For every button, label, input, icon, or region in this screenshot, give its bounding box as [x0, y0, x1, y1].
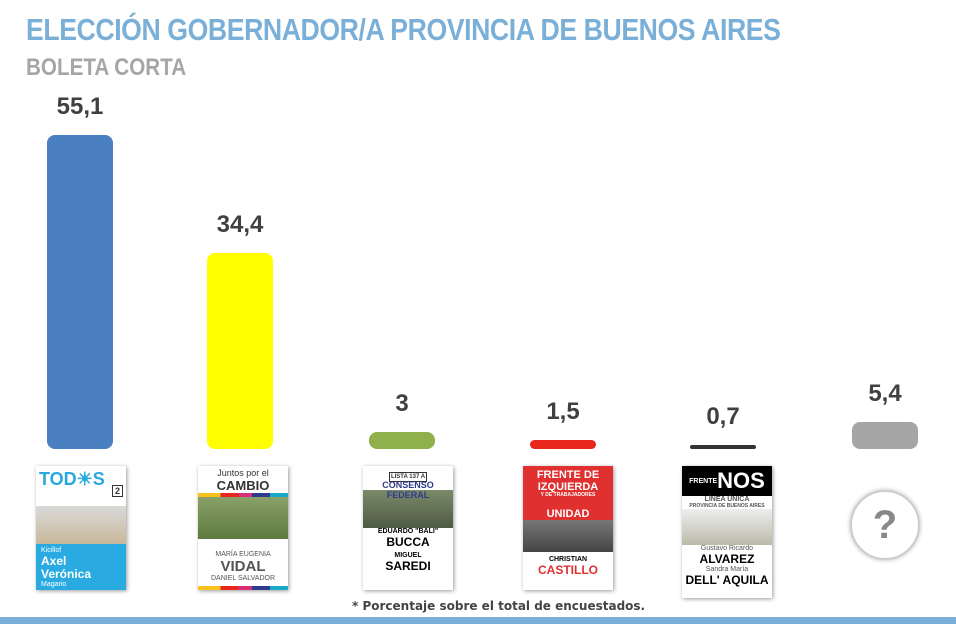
footer-bar: [0, 617, 956, 624]
ballot-consenso-federal: LISTA 137 A CONSENSO FEDERAL EDUARDO "BA…: [363, 466, 453, 590]
candidates-photo: [36, 506, 126, 544]
ballot-juntos-por-el-cambio: Juntos por el CAMBIO MARÍA EUGENIA VIDAL DA…: [198, 466, 288, 590]
data-label: 34,4: [216, 210, 264, 238]
party-name: Juntos por el: [217, 468, 269, 478]
candidate-name: MIGUEL: [394, 552, 422, 559]
list-number: LISTA 137 A: [388, 472, 428, 482]
candidate-name: Axel: [41, 553, 67, 568]
candidate-surname: BUCCA: [386, 535, 430, 549]
ballot-frente-de-izquierda: FRENTE DE IZQUIERDA Y DE TRABAJADORES UNID…: [523, 466, 613, 590]
bar: [47, 134, 113, 449]
candidate-surname: ALVAREZ: [699, 552, 755, 566]
chart-subtitle: BOLETA CORTA: [26, 54, 187, 81]
party-name: CAMBIO: [216, 477, 270, 493]
data-label: 55,1: [56, 92, 104, 120]
candidate-name: Gustavo Ricardo: [700, 545, 754, 552]
candidates-photo: [682, 509, 772, 545]
bar: [530, 440, 596, 449]
data-label: 5,4: [868, 380, 902, 407]
ballot-frente-de-todos: TOD☀S 2 Kicillof Axel Verónica Magario: [36, 466, 126, 590]
party-name: FRENTE DE: [536, 469, 600, 481]
chart-title: ELECCIÓN GOBERNADOR/A PROVINCIA DE BUENO…: [26, 12, 781, 47]
party-slogan: UNIDAD: [523, 508, 613, 520]
footnote: * Porcentaje sobre el total de encuestad…: [352, 599, 646, 613]
bar: [369, 431, 435, 449]
party-name: FRENTE: [689, 478, 718, 486]
candidate-name: Sandra María: [705, 566, 749, 573]
party-name: NOS: [717, 468, 765, 493]
data-label: 1,5: [546, 398, 580, 426]
party-name: TOD☀S: [39, 469, 105, 489]
bar: [690, 445, 756, 449]
candidate-name: CHRISTIAN: [548, 556, 588, 563]
candidates-photo: [363, 490, 453, 528]
candidate-surname: Kicillof: [41, 547, 62, 554]
party-name: Y DE TRABAJADORES: [540, 492, 596, 499]
ballot-line: LÍNEA ÚNICA: [704, 496, 750, 503]
bar-chart: 55,1 34,4 3 1,5 0,7 5,4: [47, 92, 918, 449]
candidate-name: EDUARDO "BALI": [377, 528, 439, 535]
running-mate: DANIEL SALVADOR: [210, 575, 276, 583]
bar: [207, 252, 273, 449]
candidate-surname: DELL' AQUILA: [685, 573, 769, 587]
data-label: 0,7: [706, 403, 740, 430]
candidate-photo: [523, 520, 613, 552]
list-number: 2: [111, 485, 123, 497]
candidate-name: MARÍA EUGENIA: [215, 551, 271, 559]
question-mark-icon: ?: [850, 490, 920, 560]
candidate-surname: SAREDI: [385, 559, 431, 573]
bar: [852, 422, 918, 449]
color-stripe: [198, 493, 288, 498]
ballot-province: PROVINCIA DE BUENOS AIRES: [689, 503, 765, 509]
candidate-photo: [198, 497, 288, 540]
candidate-surname: VIDAL: [220, 558, 266, 576]
ballot-frente-nos: FRENTENOS LÍNEA ÚNICA PROVINCIA DE BUENO…: [682, 466, 772, 598]
party-name: IZQUIERDA: [537, 481, 599, 494]
candidate-surname: CASTILLO: [538, 563, 598, 577]
party-name: CONSENSO FEDERAL: [382, 480, 434, 500]
color-stripe: [198, 586, 288, 590]
data-label: 3: [395, 389, 409, 417]
candidate-surname: Magario: [41, 581, 67, 589]
candidate-name: Verónica: [41, 566, 92, 581]
